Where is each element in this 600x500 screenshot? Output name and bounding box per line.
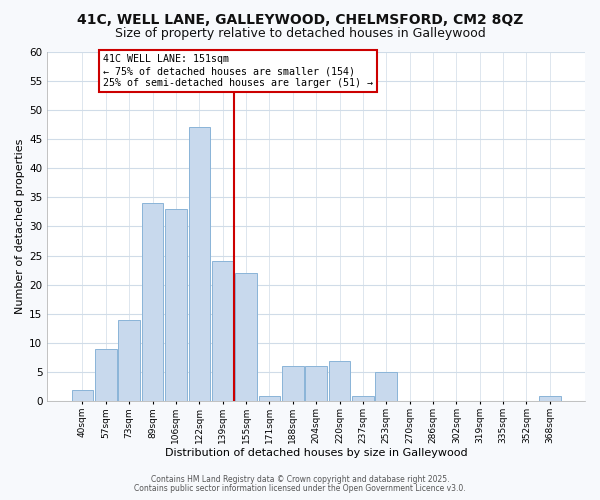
Bar	[259, 396, 280, 402]
Bar	[282, 366, 304, 402]
Bar	[212, 262, 233, 402]
X-axis label: Distribution of detached houses by size in Galleywood: Distribution of detached houses by size …	[165, 448, 467, 458]
Text: 41C WELL LANE: 151sqm
← 75% of detached houses are smaller (154)
25% of semi-det: 41C WELL LANE: 151sqm ← 75% of detached …	[103, 54, 373, 88]
Bar	[165, 209, 187, 402]
Bar	[235, 273, 257, 402]
Y-axis label: Number of detached properties: Number of detached properties	[15, 139, 25, 314]
Text: 41C, WELL LANE, GALLEYWOOD, CHELMSFORD, CM2 8QZ: 41C, WELL LANE, GALLEYWOOD, CHELMSFORD, …	[77, 12, 523, 26]
Bar	[329, 360, 350, 402]
Bar	[95, 349, 116, 402]
Text: Contains HM Land Registry data © Crown copyright and database right 2025.: Contains HM Land Registry data © Crown c…	[151, 475, 449, 484]
Bar	[142, 203, 163, 402]
Bar	[539, 396, 560, 402]
Bar	[72, 390, 93, 402]
Bar	[305, 366, 327, 402]
Bar	[118, 320, 140, 402]
Text: Size of property relative to detached houses in Galleywood: Size of property relative to detached ho…	[115, 28, 485, 40]
Bar	[376, 372, 397, 402]
Bar	[352, 396, 374, 402]
Bar	[188, 128, 210, 402]
Text: Contains public sector information licensed under the Open Government Licence v3: Contains public sector information licen…	[134, 484, 466, 493]
